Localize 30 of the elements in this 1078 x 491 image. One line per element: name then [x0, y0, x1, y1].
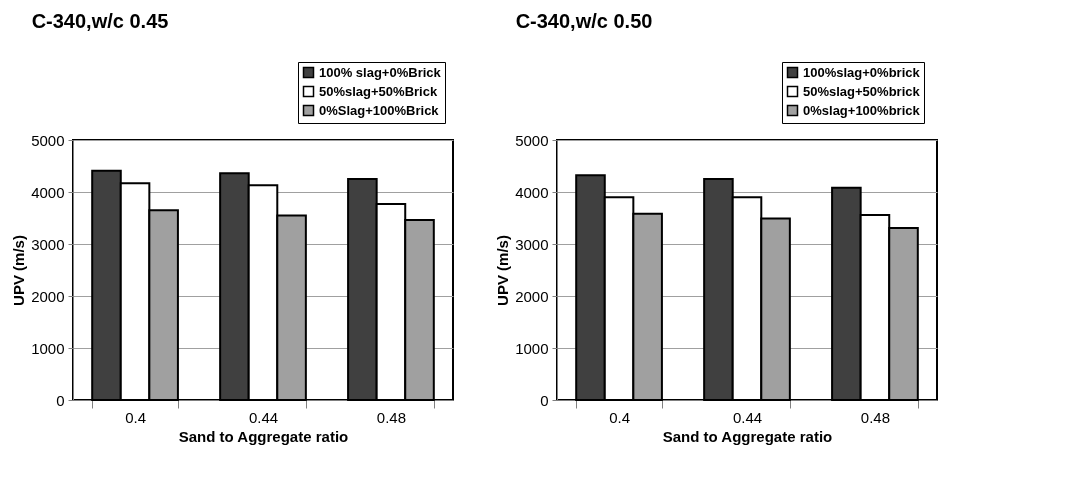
y-axis-title: UPV (m/s) — [494, 235, 512, 306]
x-tick-label: 0.44 — [248, 408, 279, 426]
x-axis-title: Sand to Aggregate ratio — [662, 427, 833, 445]
x-tick-label: 0.48 — [376, 408, 407, 426]
x-tick-label: 0.4 — [609, 408, 630, 426]
x-tick-label: 0.48 — [860, 408, 891, 426]
y-tick-label: 5000 — [515, 131, 549, 149]
y-tick-label: 5000 — [31, 131, 65, 149]
legend-label: 100%slag+0%brick — [803, 64, 921, 80]
y-tick-label: 0 — [56, 391, 65, 409]
y-tick-label: 4000 — [515, 183, 549, 201]
legend-label: 100% slag+0%Brick — [319, 64, 442, 80]
x-tick-label: 0.4 — [125, 408, 146, 426]
x-axis-title: Sand to Aggregate ratio — [178, 427, 349, 445]
y-tick-label: 2000 — [31, 287, 65, 305]
y-tick-label: 1000 — [31, 339, 65, 357]
y-tick-label: 1000 — [515, 339, 549, 357]
y-tick-label: 4000 — [31, 183, 65, 201]
x-tick-label: 0.44 — [732, 408, 763, 426]
y-tick-label: 2000 — [515, 287, 549, 305]
legend-label: 0%slag+100%brick — [803, 102, 921, 118]
y-axis-title: UPV (m/s) — [10, 235, 28, 306]
y-tick-label: 0 — [540, 391, 549, 409]
chart-title: C-340,w/c 0.45 — [31, 9, 169, 32]
legend-label: 50%slag+50%brick — [803, 83, 921, 99]
legend-label: 50%slag+50%Brick — [319, 83, 438, 99]
y-tick-label: 3000 — [515, 235, 549, 253]
y-tick-label: 3000 — [31, 235, 65, 253]
chart-title: C-340,w/c 0.50 — [515, 9, 653, 32]
legend-label: 0%Slag+100%Brick — [319, 102, 440, 118]
